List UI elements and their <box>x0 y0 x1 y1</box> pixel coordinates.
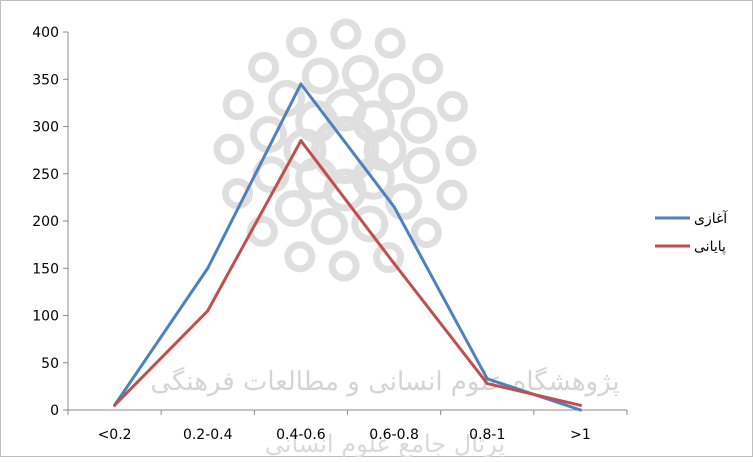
watermark-text-2: پرتال جامع علوم انسانی <box>265 430 505 457</box>
x-tick-label: 0.4-0.6 <box>276 427 326 443</box>
y-tick-label: 100 <box>32 309 59 325</box>
legend: آغازی پایانی <box>655 210 728 255</box>
series-line-1 <box>113 82 582 412</box>
watermark-text: پژوهشگاه علوم انسانی و مطالعات فرهنگی <box>150 366 619 397</box>
watermark-petal <box>301 57 339 95</box>
series-layer <box>113 82 582 412</box>
watermark-petal <box>285 27 317 59</box>
watermark-petal <box>400 106 438 144</box>
y-tick-label: 250 <box>32 167 59 183</box>
watermark-petal <box>311 207 349 245</box>
watermark-petal <box>222 178 254 210</box>
watermark-petal <box>222 89 254 121</box>
legend-label: پایانی <box>694 239 726 255</box>
y-tick-label: 0 <box>50 403 59 419</box>
watermark-petal <box>274 189 312 227</box>
watermark-petal <box>330 18 362 50</box>
watermark-petal <box>373 241 405 273</box>
x-tick-label: 0.2-0.4 <box>183 427 233 443</box>
series-line-2 <box>113 139 582 407</box>
y-tick-label: 50 <box>41 356 59 372</box>
watermark-petal <box>412 53 444 85</box>
data-point <box>392 262 396 266</box>
data-point <box>299 139 303 143</box>
y-tick-label: 150 <box>32 261 59 277</box>
data-point <box>206 309 210 313</box>
watermark-petal <box>351 205 389 243</box>
watermark-petal <box>284 241 316 273</box>
data-point <box>206 266 210 270</box>
watermark-petal <box>402 146 440 184</box>
data-point <box>485 377 489 381</box>
watermark-petal <box>328 250 360 282</box>
data-point <box>578 408 582 412</box>
data-point <box>578 403 582 407</box>
watermark-center <box>311 116 379 184</box>
watermark-petal <box>378 73 416 111</box>
data-point <box>113 403 117 407</box>
watermark-petal <box>410 217 442 249</box>
y-tick-label: 200 <box>32 214 59 230</box>
axes: 0 50 100 150 200 250 300 350 400 <0.2 0.2-0.4 0.4-0… <box>32 25 628 443</box>
watermark-petal <box>213 133 245 165</box>
y-tick-label: 350 <box>32 72 59 88</box>
watermark-petal <box>436 179 468 211</box>
watermark-petal <box>374 27 406 59</box>
watermark-petal <box>445 135 477 167</box>
watermark-petal <box>341 55 379 93</box>
data-point <box>299 82 303 86</box>
data-point <box>392 205 396 209</box>
x-tick-label: 0.6-0.8 <box>369 427 419 443</box>
x-tick-label: 0.8-1 <box>469 427 505 443</box>
legend-label: آغازی <box>694 210 728 227</box>
data-point <box>485 382 489 386</box>
watermark-petal <box>436 90 468 122</box>
y-tick-label: 400 <box>32 25 59 41</box>
x-tick-label: <0.2 <box>98 427 132 443</box>
y-tick-label: 300 <box>32 120 59 136</box>
x-tick-label: >1 <box>570 427 591 443</box>
watermark-petal <box>248 51 280 83</box>
